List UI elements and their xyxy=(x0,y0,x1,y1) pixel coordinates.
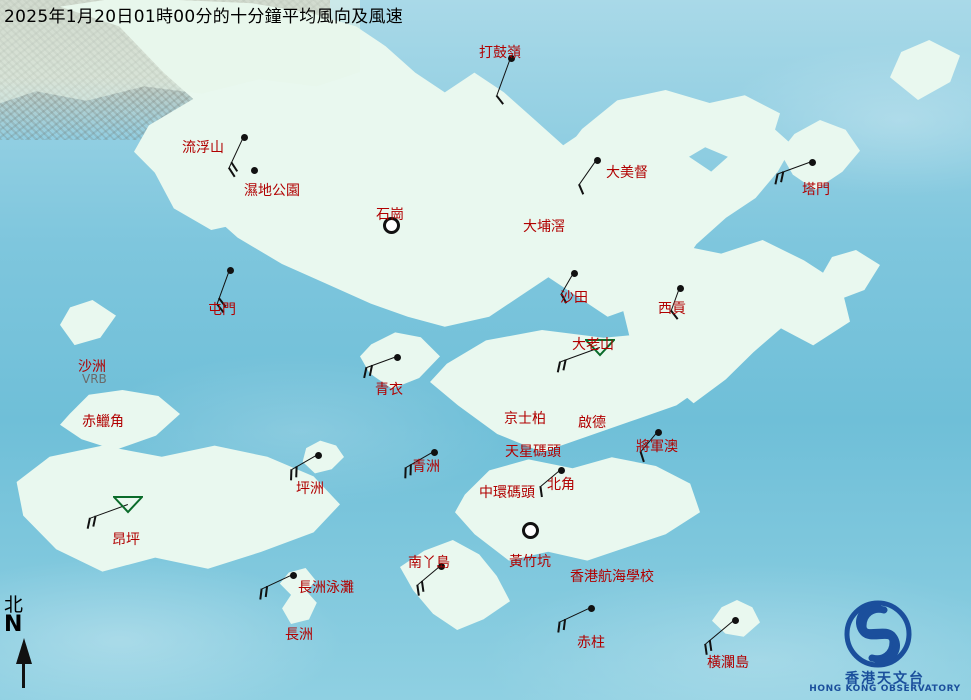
station-label: 大老山 xyxy=(572,337,614,353)
station-label: 大美督 xyxy=(606,165,648,181)
station-label: 赤柱 xyxy=(577,635,605,651)
hko-logo-mark-icon xyxy=(841,600,915,670)
station-label: 濕地公園 xyxy=(244,183,300,199)
station-label: 流浮山 xyxy=(182,140,224,156)
station-label: 大埔滘 xyxy=(523,219,565,235)
wind-pennant-icon xyxy=(111,496,145,518)
station-label: 橫瀾島 xyxy=(707,655,749,671)
station-label: VRB xyxy=(82,372,107,386)
hko-logo-text-en: HONG KONG OBSERVATORY xyxy=(809,684,961,694)
station-label: 天星碼頭 xyxy=(505,444,561,460)
station-label: 屯門 xyxy=(208,302,236,318)
hko-logo-text-zh: 香港天文台 xyxy=(845,671,925,687)
station-label: 打鼓嶺 xyxy=(479,45,521,61)
compass-label-en: N xyxy=(4,612,23,637)
station-label: 黃竹坑 xyxy=(509,554,551,570)
compass-rose: 北 N xyxy=(4,590,44,695)
station-label: 坪洲 xyxy=(296,481,324,497)
wind-pennant-icon xyxy=(583,339,617,361)
station-label: 香港航海學校 xyxy=(570,569,654,585)
station-label: 沙洲 xyxy=(78,359,106,375)
station-label: 長洲 xyxy=(285,627,313,643)
station-label: 塔門 xyxy=(802,182,830,198)
station-label: 南丫島 xyxy=(408,555,450,571)
calm-wind-icon xyxy=(382,216,400,234)
station-label: 長洲泳灘 xyxy=(298,580,354,596)
station-label: 昂坪 xyxy=(112,532,140,548)
hko-logo: 香港天文台 HONG KONG OBSERVATORY xyxy=(805,600,965,696)
compass-tail-icon xyxy=(22,664,25,688)
compass-needle-icon xyxy=(16,638,32,664)
station-label: 西貢 xyxy=(658,301,686,317)
station-label: 赤鱲角 xyxy=(82,414,124,430)
calm-wind-icon xyxy=(521,521,539,539)
station-label: 啟德 xyxy=(578,415,606,431)
station-dot-icon xyxy=(250,166,258,174)
station-label: 中環碼頭 xyxy=(479,485,535,501)
station-label: 青衣 xyxy=(375,382,403,398)
station-label: 青洲 xyxy=(412,459,440,475)
page-title: 2025年1月20日01時00分的十分鐘平均風向及風速 xyxy=(4,7,404,27)
station-label: 將軍澳 xyxy=(636,439,678,455)
station-label: 石崗 xyxy=(376,207,404,223)
station-label: 京士柏 xyxy=(504,411,546,427)
station-label: 沙田 xyxy=(560,290,588,306)
station-label: 北角 xyxy=(547,477,575,493)
compass-label-zh: 北 xyxy=(4,594,24,616)
